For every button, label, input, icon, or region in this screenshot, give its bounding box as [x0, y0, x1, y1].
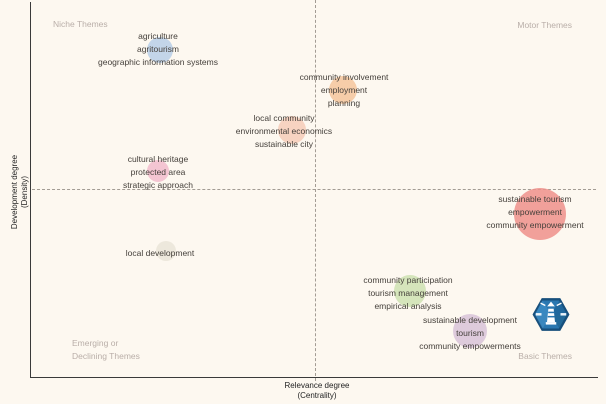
theme-bubble-employment	[329, 76, 357, 104]
quadrant-label-basic-themes: Basic Themes	[518, 351, 572, 361]
biblioshiny-logo-hexagon	[532, 298, 570, 331]
theme-label-tourism-management-1: tourism management	[368, 288, 448, 298]
x-axis-line	[30, 377, 598, 378]
y-axis-title-line1: Development degree	[10, 154, 19, 230]
theme-label-environmental-economics-0: local community	[253, 113, 315, 123]
y-axis-title: Development degree (Density)	[10, 155, 30, 229]
theme-bubble-local-development	[156, 241, 176, 261]
theme-label-sustainable-tourism-0: sustainable tourism	[498, 194, 572, 204]
theme-label-environmental-economics-2: sustainable city	[254, 139, 314, 149]
y-axis-title-line2: (Density)	[20, 176, 29, 209]
quadrant-label-motor-themes: Motor Themes	[517, 20, 572, 30]
theme-bubble-agritourism	[147, 37, 173, 63]
x-axis-title-line1: Relevance degree	[284, 381, 350, 390]
x-axis-title: Relevance degree (Centrality)	[285, 381, 350, 401]
quadrant-label-emerging-line2: Declining Themes	[72, 351, 140, 361]
quadrant-label-niche-themes: Niche Themes	[53, 19, 108, 29]
theme-label-agritourism-1: agritourism	[136, 44, 180, 54]
theme-label-tourism-0: sustainable development	[422, 315, 518, 325]
biblioshiny-logo	[532, 296, 570, 333]
quadrant-label-emerging-declining-themes: Emerging or Declining Themes	[72, 337, 140, 363]
theme-label-protected-area-1: protected area	[130, 167, 186, 177]
theme-label-protected-area-2: strategic approach	[123, 180, 193, 190]
theme-label-sustainable-tourism-2: community empowerment	[486, 220, 584, 230]
quadrant-label-emerging-line1: Emerging or	[72, 338, 119, 348]
x-axis-title-line2: (Centrality)	[297, 391, 337, 400]
theme-bubble-protected-area	[147, 160, 169, 182]
theme-bubble-tourism	[453, 314, 487, 348]
theme-bubble-tourism-management	[394, 275, 426, 307]
theme-label-employment-1: employment	[320, 85, 368, 95]
theme-bubble-environmental-economics	[278, 116, 306, 144]
theme-label-protected-area-0: cultural heritage	[127, 154, 189, 164]
vertical-median-dashed-line	[315, 0, 316, 381]
theme-label-employment-2: planning	[327, 98, 361, 108]
theme-bubble-sustainable-tourism	[514, 188, 566, 240]
theme-label-local-development-0: local development	[125, 248, 195, 258]
theme-label-tourism-management-0: community participation	[363, 275, 453, 285]
theme-label-agritourism-2: geographic information systems	[97, 57, 219, 67]
theme-label-employment-0: community involvement	[299, 72, 389, 82]
theme-label-tourism-management-2: empirical analysis	[374, 301, 442, 311]
theme-label-tourism-1: tourism	[456, 328, 484, 338]
theme-label-environmental-economics-1: environmental economics	[235, 126, 333, 136]
theme-label-agritourism-0: agriculture	[138, 31, 178, 41]
horizontal-median-dashed-line	[32, 189, 596, 190]
y-axis-line	[30, 2, 31, 377]
theme-label-sustainable-tourism-1: empowerment	[508, 207, 562, 217]
theme-label-tourism-2: community empowerments	[419, 341, 521, 351]
